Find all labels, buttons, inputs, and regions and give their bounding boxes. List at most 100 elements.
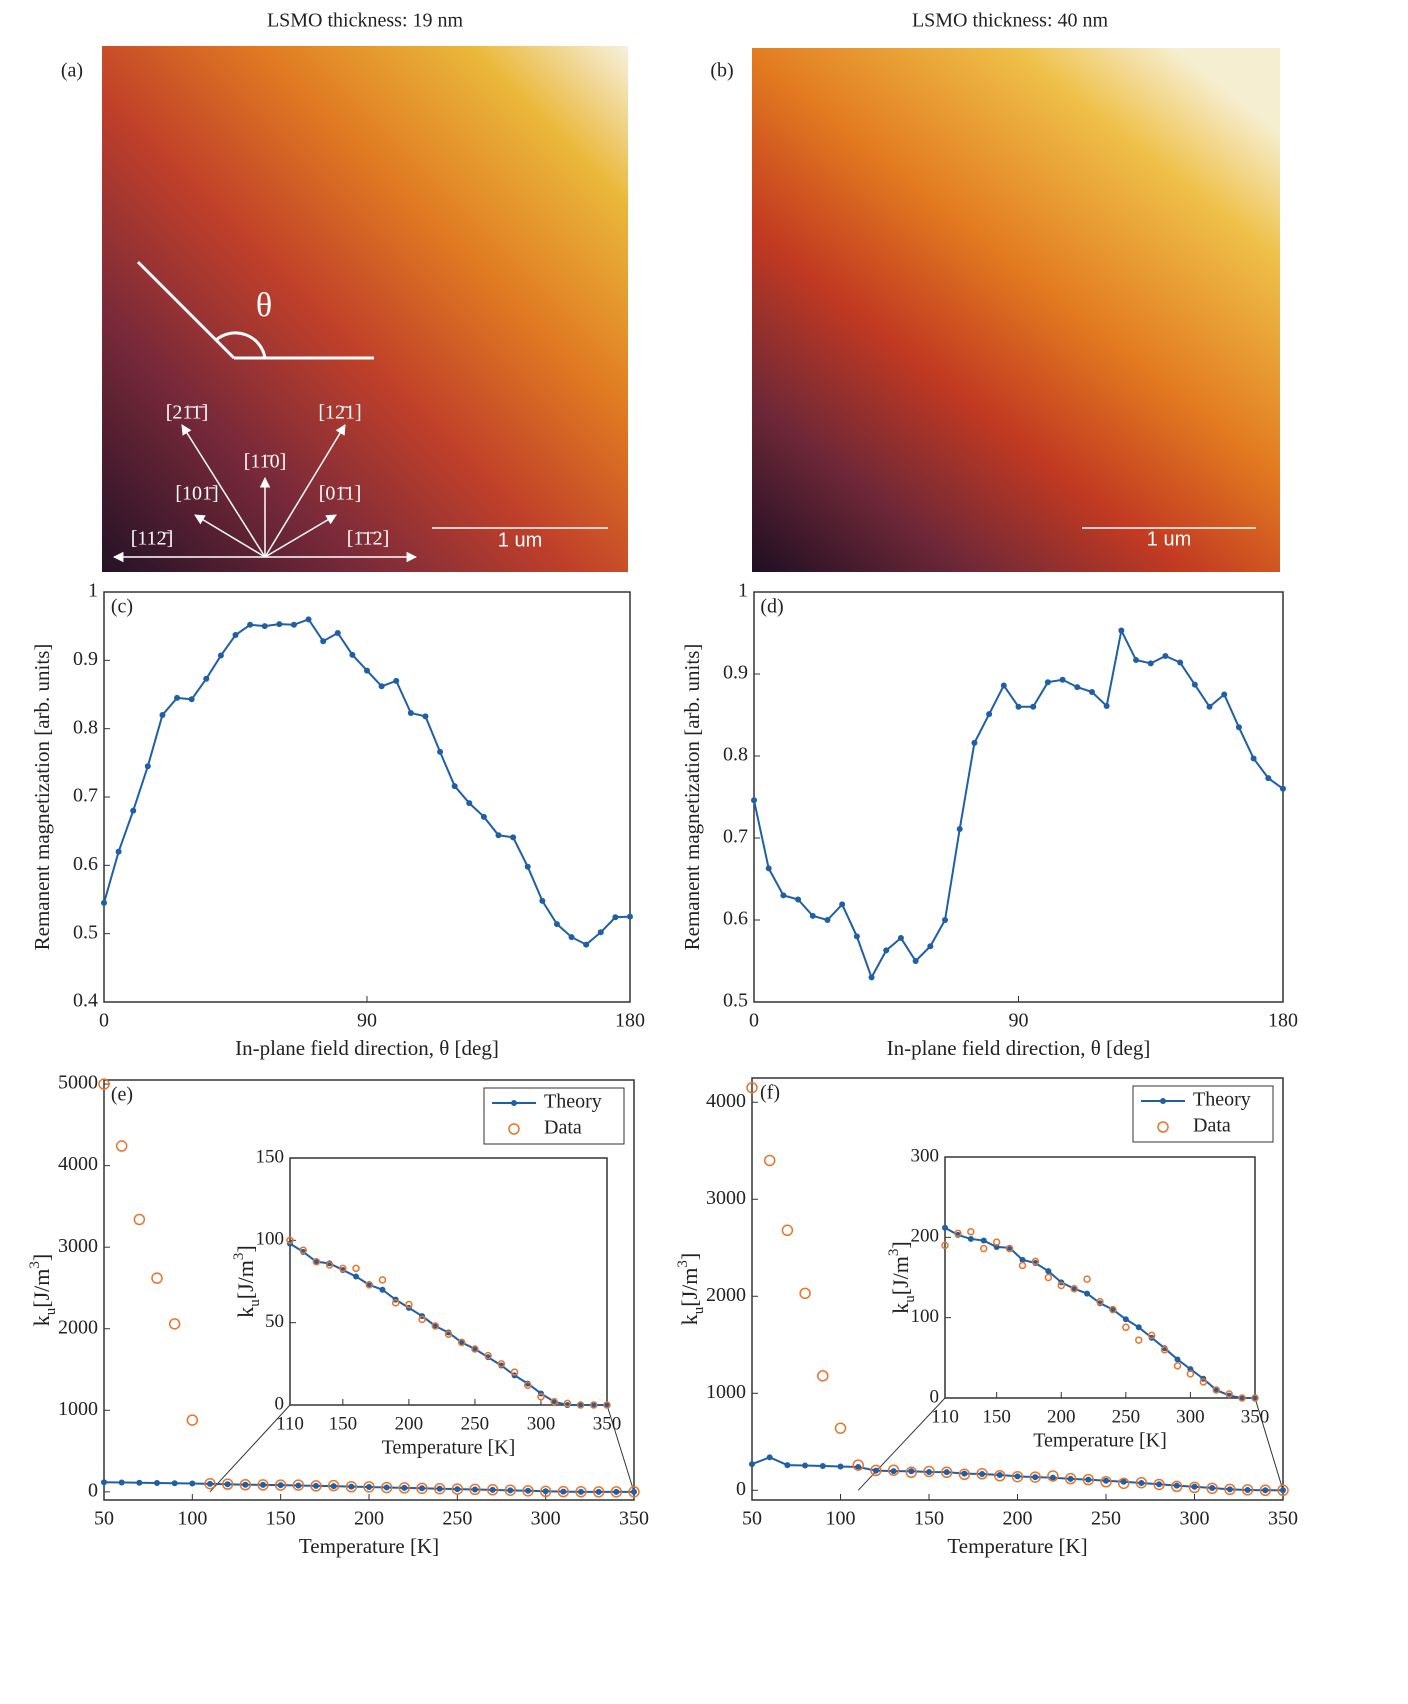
- x-tick-label: 90: [1009, 1010, 1029, 1032]
- point: [971, 739, 978, 746]
- x-tick-label: 200: [354, 1508, 384, 1530]
- point: [313, 1482, 319, 1489]
- data-point: [563, 1399, 572, 1408]
- point: [118, 1479, 125, 1486]
- legend-swatch: [508, 1123, 520, 1135]
- data-point: [994, 1469, 1006, 1482]
- panel-label: (d): [760, 596, 783, 618]
- panel-label: (f): [760, 1082, 780, 1104]
- y-axis-label-part: u: [902, 1295, 918, 1303]
- data-point: [457, 1338, 466, 1347]
- y-tick-label: 0: [275, 1393, 285, 1414]
- point: [276, 621, 283, 628]
- panel-label: (a): [61, 60, 83, 82]
- legend: [483, 1087, 625, 1145]
- y-axis-label-part: 3: [886, 1249, 902, 1257]
- data-point: [1251, 1394, 1259, 1402]
- point: [1209, 1484, 1216, 1491]
- data-point: [469, 1483, 481, 1496]
- image-title: LSMO thickness: 40 nm: [912, 10, 1109, 32]
- point: [1118, 627, 1125, 634]
- point: [277, 1482, 284, 1489]
- point: [1074, 684, 1081, 691]
- x-tick-label: 0: [749, 1010, 759, 1032]
- y-axis-label-part: k: [888, 1303, 913, 1314]
- x-axis-label: Temperature [K]: [299, 1534, 439, 1558]
- data-point: [1171, 1480, 1183, 1493]
- point: [313, 1258, 320, 1265]
- data-point: [433, 1482, 446, 1495]
- point: [432, 1322, 439, 1329]
- point: [837, 1463, 844, 1470]
- y-tick-label: 0.7: [73, 785, 98, 807]
- data-point: [923, 1465, 935, 1478]
- x-tick-label: 300: [527, 1413, 556, 1434]
- point: [578, 1488, 584, 1495]
- data-point: [887, 1464, 900, 1476]
- point: [472, 1486, 478, 1493]
- point: [1147, 660, 1154, 667]
- y-tick-label: 0.9: [723, 662, 748, 684]
- y-tick-label: 1000: [58, 1398, 98, 1420]
- point: [868, 974, 875, 981]
- x-axis-label: Temperature [K]: [382, 1437, 516, 1459]
- axes-frame: [944, 1156, 1256, 1399]
- data-point: [221, 1478, 234, 1490]
- point: [604, 1402, 610, 1408]
- x-tick-label: 100: [826, 1508, 856, 1530]
- x-axis-label: In-plane field direction, θ [deg]: [235, 1036, 499, 1060]
- point: [780, 892, 787, 899]
- point: [912, 958, 919, 964]
- point: [551, 1398, 558, 1405]
- direction-label: [12̄1]: [318, 402, 361, 424]
- y-tick-label: 1: [88, 580, 98, 602]
- data-point: [497, 1360, 506, 1368]
- point: [348, 1483, 355, 1490]
- point: [1226, 1486, 1233, 1493]
- data-point: [312, 1257, 321, 1266]
- data-point: [299, 1246, 307, 1254]
- data-point: [327, 1479, 340, 1492]
- point: [1122, 1316, 1129, 1323]
- point: [1000, 682, 1007, 689]
- x-tick-label: 50: [742, 1508, 762, 1530]
- data-point: [575, 1486, 587, 1498]
- y-tick-label: 100: [256, 1229, 285, 1250]
- zoom-connector: [209, 1404, 291, 1493]
- point: [809, 912, 816, 919]
- point: [510, 834, 517, 841]
- direction-label: [01̄1]: [319, 483, 362, 505]
- data-point: [524, 1381, 532, 1389]
- point: [802, 1462, 809, 1469]
- point: [1067, 1475, 1074, 1482]
- data-point: [1225, 1390, 1233, 1398]
- angle-label: θ: [256, 287, 272, 324]
- point: [568, 934, 575, 941]
- point: [320, 638, 327, 645]
- data-point: [1238, 1394, 1246, 1402]
- point: [824, 917, 831, 923]
- x-tick-label: 150: [329, 1413, 358, 1434]
- point: [188, 696, 195, 703]
- direction-label: [11̄0]: [244, 451, 287, 473]
- y-tick-label: 100: [911, 1306, 940, 1327]
- y-axis-label-part: k: [233, 1307, 258, 1318]
- data-point: [310, 1480, 322, 1492]
- point: [1135, 1324, 1142, 1331]
- y-axis-label: ku[J/m3]: [886, 1241, 918, 1313]
- data-point: [239, 1478, 252, 1491]
- point: [224, 1481, 231, 1488]
- data-point: [257, 1479, 269, 1491]
- direction-label: [112̄]: [131, 528, 174, 550]
- charts: 0 90 180 0.4 0.5 0.6 0.7 0.8 0.9 1 In-plane field …: [27, 580, 1298, 1558]
- data-point: [746, 1081, 758, 1094]
- x-tick-label: 350: [1268, 1508, 1298, 1530]
- point: [855, 1464, 862, 1471]
- data-point: [405, 1300, 413, 1309]
- point: [1162, 652, 1169, 659]
- data-point: [610, 1486, 623, 1498]
- x-tick-label: 300: [531, 1508, 561, 1530]
- point: [207, 1480, 213, 1487]
- afm-image: [752, 48, 1280, 572]
- point: [986, 711, 993, 718]
